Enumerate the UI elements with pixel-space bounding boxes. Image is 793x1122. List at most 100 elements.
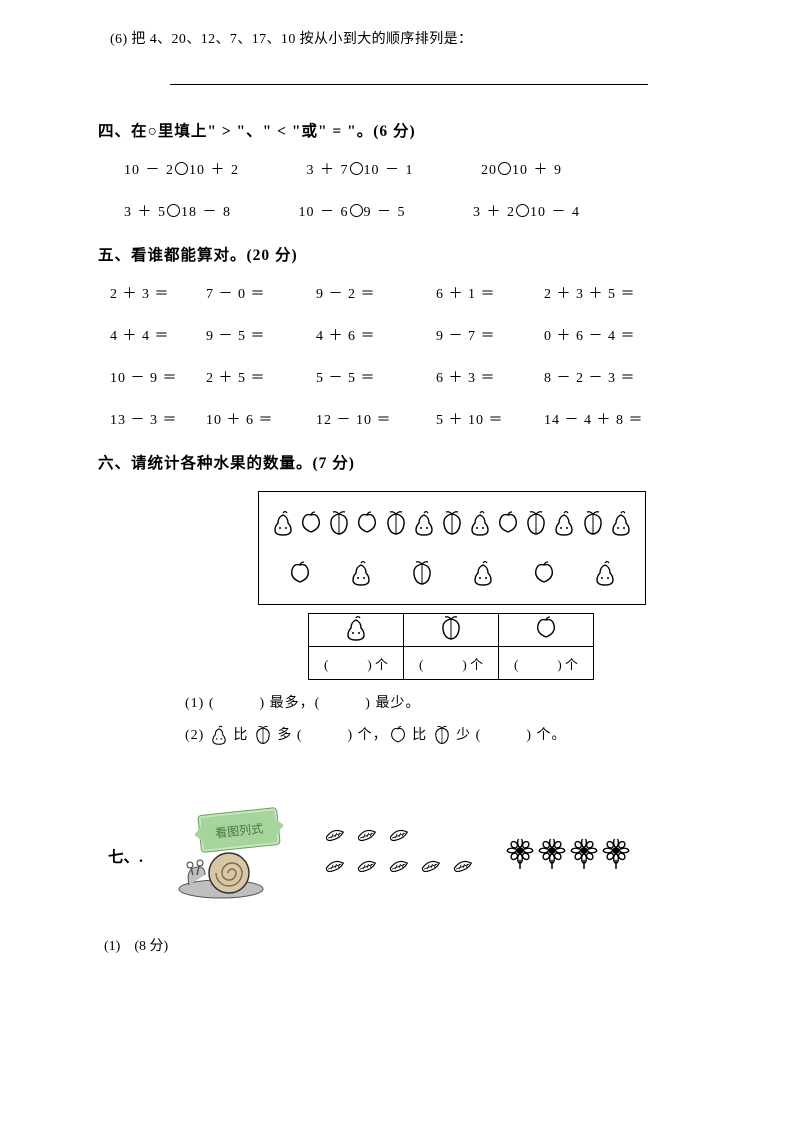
leaf-icon (351, 827, 381, 854)
rhs: 18 － 8 (181, 205, 231, 220)
arith-cell: 2 ＋ 5 ＝ (206, 367, 316, 387)
pear-icon (607, 510, 635, 536)
snail-icon (173, 845, 269, 899)
answer-line (170, 66, 648, 85)
leaf-icon (319, 827, 349, 854)
snail-illustration: 看图列式 (171, 811, 291, 901)
t: 比 (229, 728, 253, 743)
arith-row: 4 ＋ 4 ＝9 － 5 ＝4 ＋ 6 ＝9 － 7 ＝0 ＋ 6 － 4 ＝ (110, 325, 708, 345)
arith-cell: 9 － 5 ＝ (206, 325, 316, 345)
circle-blank (350, 162, 363, 175)
peach-icon (325, 510, 353, 536)
t: (2) (185, 728, 209, 743)
arith-cell: 9 － 7 ＝ (436, 325, 544, 345)
flower-icon (537, 839, 567, 874)
leaf-icon (415, 858, 445, 885)
peach-icon (408, 560, 436, 586)
section6-sub1: (1) ( ) 最多，( ) 最少。 (185, 692, 708, 712)
pear-icon (209, 728, 229, 743)
tally-header-peach (404, 614, 499, 647)
lhs: 10 － 6 (299, 205, 349, 220)
fruit-box (258, 491, 646, 605)
leaf-icon (383, 827, 413, 854)
section4-row1: 10 － 210 ＋ 2 3 ＋ 7 10 － 1 20 10 ＋ 9 (124, 159, 708, 179)
arith-cell: 6 ＋ 1 ＝ (436, 283, 544, 303)
peach-icon (438, 510, 466, 536)
arith-cell: 13 － 3 ＝ (110, 409, 206, 429)
lhs: 3 ＋ 7 (307, 163, 349, 178)
section4-title: 四、在○里填上" > "、" < "或" = "。(6 分) (98, 119, 708, 141)
circle-blank (175, 162, 188, 175)
rhs: 9 － 5 (364, 205, 406, 220)
tally-cell: ( ) 个 (404, 647, 499, 680)
tally-header-pear (309, 614, 404, 647)
pear-icon (469, 560, 497, 586)
apple-icon (494, 510, 522, 536)
section7-label: 七、. (108, 845, 143, 867)
apple-icon (353, 510, 381, 536)
tally-header-apple (499, 614, 594, 647)
arith-cell: 5 － 5 ＝ (316, 367, 436, 387)
comp-item: 3 ＋ 5 18 － 8 (124, 201, 231, 221)
rhs: 10 － 1 (364, 163, 414, 178)
circle-blank (516, 204, 529, 217)
comp-item: 10 － 210 ＋ 2 (124, 159, 239, 179)
t: 多 ( ) 个， (273, 728, 388, 743)
pear-icon (466, 510, 494, 536)
lhs: 3 ＋ 2 (473, 205, 515, 220)
rhs: 10 ＋ 9 (512, 163, 562, 178)
comp-item: 3 ＋ 7 10 － 1 (307, 159, 414, 179)
circle-blank (350, 204, 363, 217)
peach-icon (253, 728, 273, 743)
rhs: 10 ＋ 2 (189, 163, 239, 178)
flower-row (505, 839, 631, 874)
apple-icon (530, 560, 558, 586)
arith-cell: 8 － 2 － 3 ＝ (544, 367, 636, 387)
pear-icon (550, 510, 578, 536)
comp-item: 10 － 6 9 － 5 (299, 201, 406, 221)
tally-cell: ( ) 个 (499, 647, 594, 680)
circle-blank (498, 162, 511, 175)
peach-icon (579, 510, 607, 536)
arith-cell: 0 ＋ 6 － 4 ＝ (544, 325, 636, 345)
flower-icon (569, 839, 599, 874)
arith-cell: 10 ＋ 6 ＝ (206, 409, 316, 429)
arith-cell: 2 ＋ 3 ＝ (110, 283, 206, 303)
t: 少 ( ) 个。 (452, 728, 567, 743)
section6-title: 六、请统计各种水果的数量。(7 分) (98, 451, 708, 473)
arith-cell: 14 － 4 ＋ 8 ＝ (544, 409, 644, 429)
leaf-row (319, 858, 477, 885)
arith-row: 2 ＋ 3 ＝7 － 0 ＝9 － 2 ＝6 ＋ 1 ＝2 ＋ 3 ＋ 5 ＝ (110, 283, 708, 303)
lhs: 3 ＋ 5 (124, 205, 166, 220)
apple-icon (297, 510, 325, 536)
t: 比 (408, 728, 432, 743)
leaf-icon (383, 858, 413, 885)
section5-title: 五、看谁都能算对。(20 分) (98, 243, 708, 265)
section7-sub1: (1) (8 分) (104, 935, 708, 955)
arith-cell: 4 ＋ 4 ＝ (110, 325, 206, 345)
arith-cell: 9 － 2 ＝ (316, 283, 436, 303)
flowers-group (505, 839, 631, 874)
arith-cell: 2 ＋ 3 ＋ 5 ＝ (544, 283, 636, 303)
arith-row: 10 － 9 ＝2 ＋ 5 ＝5 － 5 ＝6 ＋ 3 ＝8 － 2 － 3 ＝ (110, 367, 708, 387)
leaf-icon (351, 858, 381, 885)
sign-text: 看图列式 (214, 819, 264, 841)
pear-icon (591, 560, 619, 586)
q3-6-text: (6) 把 4、20、12、7、17、10 按从小到大的顺序排列是： (110, 28, 708, 48)
fruit-tally-table: ( ) 个( ) 个( ) 个 (308, 613, 594, 680)
leaf-row (319, 827, 477, 854)
pear-icon (269, 510, 297, 536)
apple-icon (286, 560, 314, 586)
apple-icon (388, 728, 408, 743)
leaf-icon (319, 858, 349, 885)
peach-icon (432, 728, 452, 743)
arith-cell: 12 － 10 ＝ (316, 409, 436, 429)
circle-blank (167, 204, 180, 217)
leaves-group (319, 827, 477, 885)
section7-row: 七、. 看图列式 (108, 811, 708, 901)
arith-cell: 6 ＋ 3 ＝ (436, 367, 544, 387)
worksheet-page: (6) 把 4、20、12、7、17、10 按从小到大的顺序排列是： 四、在○里… (0, 0, 793, 1122)
tally-cell: ( ) 个 (309, 647, 404, 680)
lhs: 20 (481, 163, 497, 178)
arith-cell: 5 ＋ 10 ＝ (436, 409, 544, 429)
